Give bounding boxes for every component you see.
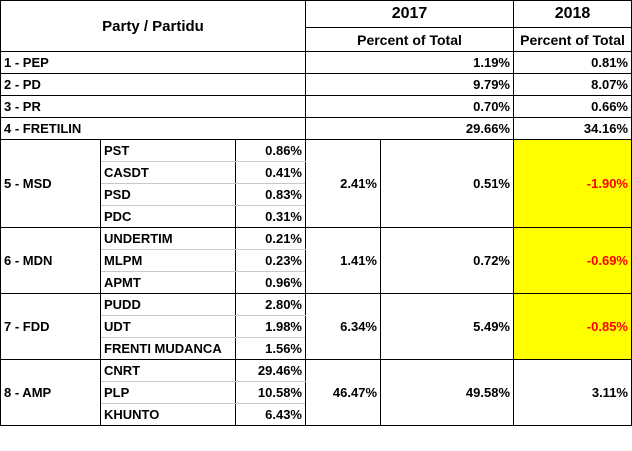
component-name: UDT bbox=[100, 315, 236, 338]
table-row: Party / Partidu20172018Difference bbox=[0, 0, 632, 52]
component-name: CNRT bbox=[100, 359, 236, 382]
value-2018: 8.07% bbox=[513, 73, 632, 96]
table-row: PSD 0.83% bbox=[1, 183, 632, 206]
component-value: 1.56% bbox=[235, 337, 306, 360]
component-name: PDC bbox=[100, 205, 236, 228]
party-name: 5 - MSD bbox=[0, 139, 101, 228]
component-value: 0.31% bbox=[235, 205, 306, 228]
value-diff: -0.69% bbox=[513, 227, 632, 294]
value-2017: 0.70% bbox=[305, 95, 514, 118]
value-2017: 9.79% bbox=[305, 73, 514, 96]
table-row: PLP 10.58% bbox=[1, 381, 632, 404]
table-row: 5 - MSD PST 0.86% 2.41% 0.51% -1.90% bbox=[0, 139, 632, 228]
header-party: Party / Partidu bbox=[0, 0, 306, 52]
component-value: 10.58% bbox=[235, 381, 306, 404]
value-2018: 34.16% bbox=[513, 117, 632, 140]
party-name: 1 - PEP bbox=[0, 51, 306, 74]
component-value: 2.80% bbox=[235, 293, 306, 316]
value-2017: 6.34% bbox=[305, 293, 381, 360]
party-name: 4 - FRETILIN bbox=[0, 117, 306, 140]
value-diff: 3.11% bbox=[513, 359, 632, 426]
value-2018: 0.51% bbox=[380, 139, 514, 228]
component-name: CASDT bbox=[100, 161, 236, 184]
component-value: 6.43% bbox=[235, 403, 306, 426]
table-row: FRENTI MUDANCA 1.56% bbox=[1, 337, 632, 360]
party-name: 8 - AMP bbox=[0, 359, 101, 426]
table-row: APMT 0.96% bbox=[1, 271, 632, 294]
party-name: 6 - MDN bbox=[0, 227, 101, 294]
value-2017: 46.47% bbox=[305, 359, 381, 426]
value-2018: 0.81% bbox=[513, 51, 632, 74]
component-name: PSD bbox=[100, 183, 236, 206]
table-row: 8 - AMP CNRT 29.46% 46.47% 49.58% 3.11% bbox=[0, 359, 632, 426]
table-row: KHUNTO 6.43% bbox=[1, 403, 632, 426]
value-2017: 1.41% bbox=[305, 227, 381, 294]
value-2017: 29.66% bbox=[305, 117, 514, 140]
header-year: 2018 bbox=[513, 0, 632, 28]
table-row: 7 - FDD PUDD 2.80% 6.34% 5.49% -0.85% bbox=[0, 293, 632, 360]
component-name: KHUNTO bbox=[100, 403, 236, 426]
party-name: 3 - PR bbox=[0, 95, 306, 118]
table-row: 2 - PD9.79%8.07%-1.72% bbox=[0, 73, 632, 96]
header-year: 2017 bbox=[305, 0, 514, 28]
party-name: 7 - FDD bbox=[0, 293, 101, 360]
component-value: 0.83% bbox=[235, 183, 306, 206]
component-value: 0.86% bbox=[235, 139, 306, 162]
component-name: PUDD bbox=[100, 293, 236, 316]
component-name: APMT bbox=[100, 271, 236, 294]
component-name: PLP bbox=[100, 381, 236, 404]
component-value: 0.96% bbox=[235, 271, 306, 294]
value-2018: 49.58% bbox=[380, 359, 514, 426]
value-2017: 2.41% bbox=[305, 139, 381, 228]
value-2018: 0.72% bbox=[380, 227, 514, 294]
component-value: 0.41% bbox=[235, 161, 306, 184]
value-2017: 1.19% bbox=[305, 51, 514, 74]
value-2018: 0.66% bbox=[513, 95, 632, 118]
value-diff: -0.85% bbox=[513, 293, 632, 360]
component-name: MLPM bbox=[100, 249, 236, 272]
header-sub: Percent of Total bbox=[305, 27, 514, 52]
component-name: FRENTI MUDANCA bbox=[100, 337, 236, 360]
table-row: PDC 0.31% bbox=[1, 205, 632, 228]
component-name: UNDERTIM bbox=[100, 227, 236, 250]
component-value: 1.98% bbox=[235, 315, 306, 338]
table-row: 6 - MDN UNDERTIM 0.21% 1.41% 0.72% -0.69% bbox=[0, 227, 632, 294]
component-value: 0.23% bbox=[235, 249, 306, 272]
header-sub: Percent of Total bbox=[513, 27, 632, 52]
component-value: 0.21% bbox=[235, 227, 306, 250]
table-row: 3 - PR0.70%0.66%-0.04% bbox=[0, 95, 632, 118]
results-table: Party / Partidu20172018DifferencePercent… bbox=[0, 0, 632, 426]
value-diff: -1.90% bbox=[513, 139, 632, 228]
component-name: PST bbox=[100, 139, 236, 162]
value-2018: 5.49% bbox=[380, 293, 514, 360]
component-value: 29.46% bbox=[235, 359, 306, 382]
party-name: 2 - PD bbox=[0, 73, 306, 96]
